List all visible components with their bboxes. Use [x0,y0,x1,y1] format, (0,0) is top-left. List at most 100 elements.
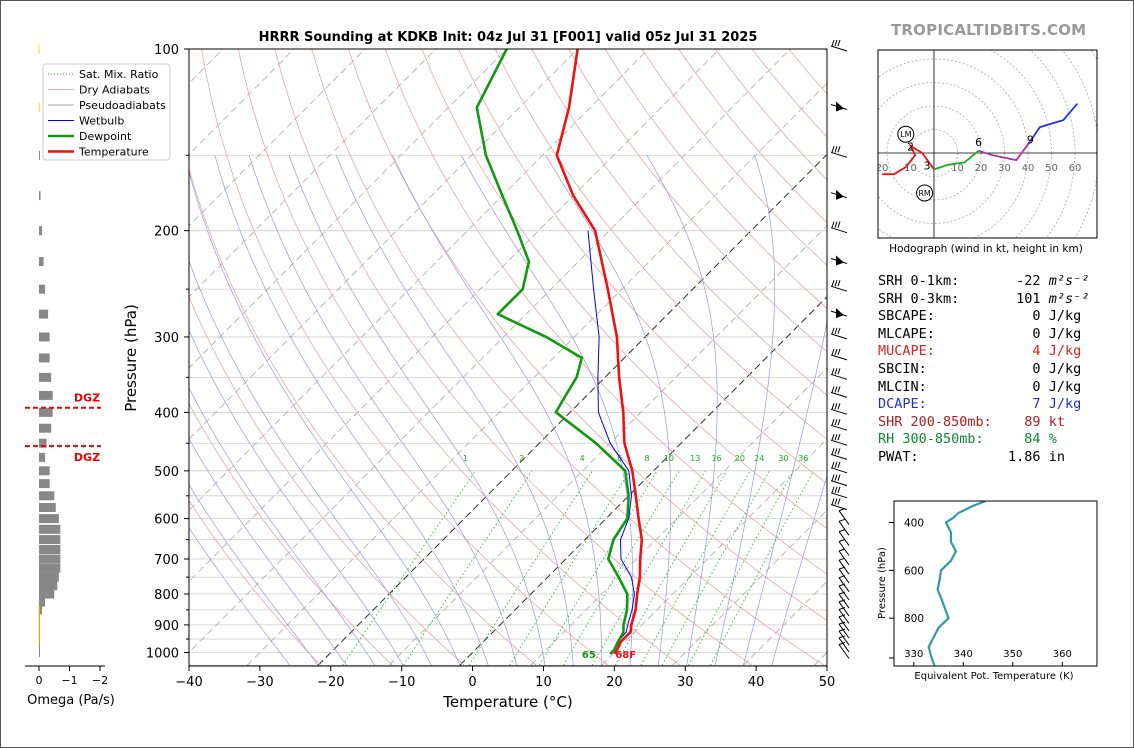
x-tick-label: −30 [246,675,273,690]
barb-shaft [838,601,850,617]
hodo-ring-label: 10 [904,163,917,174]
barb-shaft [830,391,848,398]
barb-feather [838,614,846,618]
stat-value: 7 [1008,396,1049,413]
barb-shaft [838,637,850,653]
barb-feather [834,419,838,426]
wind-barb [838,614,850,632]
stat-unit: J/kg [1048,396,1082,413]
mixing-ratio-line [403,470,533,666]
isotherm [601,438,827,666]
temperature-profile [555,49,644,655]
mixing-ratio-label: 8 [645,454,650,463]
omega-bar [39,605,43,615]
y-tick-label: 600 [154,513,179,528]
dry-adiabat [494,49,827,440]
barb-feather [831,461,835,468]
omega-bar [39,502,56,512]
pseudoadiabat [214,155,489,666]
barb-feather [831,498,835,505]
barb-feather [837,403,841,410]
isotherm [189,49,649,511]
x-tick-label: −40 [175,675,202,690]
wind-barb [838,508,850,525]
barb-feather [837,386,841,393]
wind-barb [830,327,848,340]
omega-bar [39,390,53,400]
stat-value: 89 [1008,413,1049,430]
surface-dewpoint-label: 65 [582,650,596,661]
hodo-height-label: 3 [923,159,930,172]
barb-feather [838,566,846,570]
x-tick-label: 30 [677,675,694,690]
stat-row: MUCAPE: 4 J/kg [878,343,1089,361]
barb-feather [831,348,835,356]
wind-barb [838,518,850,536]
barb-feather [838,583,846,587]
barb-feather [838,529,846,533]
x-tick-label: 20 [606,675,623,690]
omega-bar [39,554,61,564]
pseudoadiabat [545,155,672,666]
stat-label: MUCAPE: [878,343,1009,360]
dry-adiabat [348,49,827,621]
barb-shaft [830,467,848,474]
theta-x-tick-label: 340 [954,649,973,660]
hodograph-area: 120 10 10 20 30 40 50 60 23 6 9 LM RM [878,50,1097,238]
omega-bar [39,563,61,573]
omega-bar [39,641,40,651]
barb-shaft [830,424,848,431]
pseudoadiabat [743,320,827,666]
theta-x-tick-label: 330 [904,649,923,660]
x-tick-label: 50 [819,675,836,690]
wind-barb [830,348,848,361]
y-tick-label: 500 [154,465,179,480]
skewt-ylabel: Pressure (hPa) [122,304,140,412]
stat-unit: J/kg [1048,343,1082,360]
barb-feather [834,486,838,493]
mixing-ratio-line [688,470,794,666]
barb-feather [837,474,841,481]
barb-flag [836,101,844,112]
stat-row: SRH 0-3km: 101 m²s⁻² [878,291,1089,309]
stat-unit: J/kg [1048,378,1082,395]
barb-feather [831,327,835,335]
stat-row: SBCIN: 0 J/kg [878,361,1089,379]
dry-adiabat [189,167,537,666]
stat-value: 0 [1008,378,1049,395]
barb-feather [831,434,835,441]
y-tick-label: 200 [154,225,179,240]
barb-feather [831,419,835,426]
omega-bar [39,479,50,489]
isotherm [388,225,827,666]
surface-temp-label: 68F [615,650,636,661]
dgz-label-top: DGZ [74,392,100,405]
wind-barb [838,591,850,609]
barb-shaft [838,644,850,659]
wind-barb [838,628,850,646]
legend-entry: Dewpoint [79,130,132,143]
mixing-ratio-label: 1 [463,454,468,463]
barb-shaft [830,227,848,234]
barb-shaft [838,510,850,525]
stat-unit: m²s⁻² [1048,290,1090,307]
legend-entry: Pseudoadiabats [79,99,166,112]
barb-feather [838,599,846,603]
barb-feather [838,518,846,522]
barb-feather [837,368,841,375]
stat-unit: J/kg [1048,360,1082,377]
x-tick-label: −20 [317,675,344,690]
theta-xlabel: Equivalent Pot. Temperature (K) [914,671,1073,682]
dry-adiabat [201,49,609,666]
dry-adiabat [568,49,827,353]
barb-feather [834,403,838,410]
dgz-label-bottom: DGZ [74,451,100,464]
barb-feather [831,39,835,47]
barb-feather [834,461,838,468]
wind-barb [830,419,848,431]
barb-feather [837,419,841,426]
isotherm-zero [459,296,827,666]
hodo-marker-label: RM [918,189,931,198]
stat-row: MLCAPE: 0 J/kg [878,326,1089,344]
